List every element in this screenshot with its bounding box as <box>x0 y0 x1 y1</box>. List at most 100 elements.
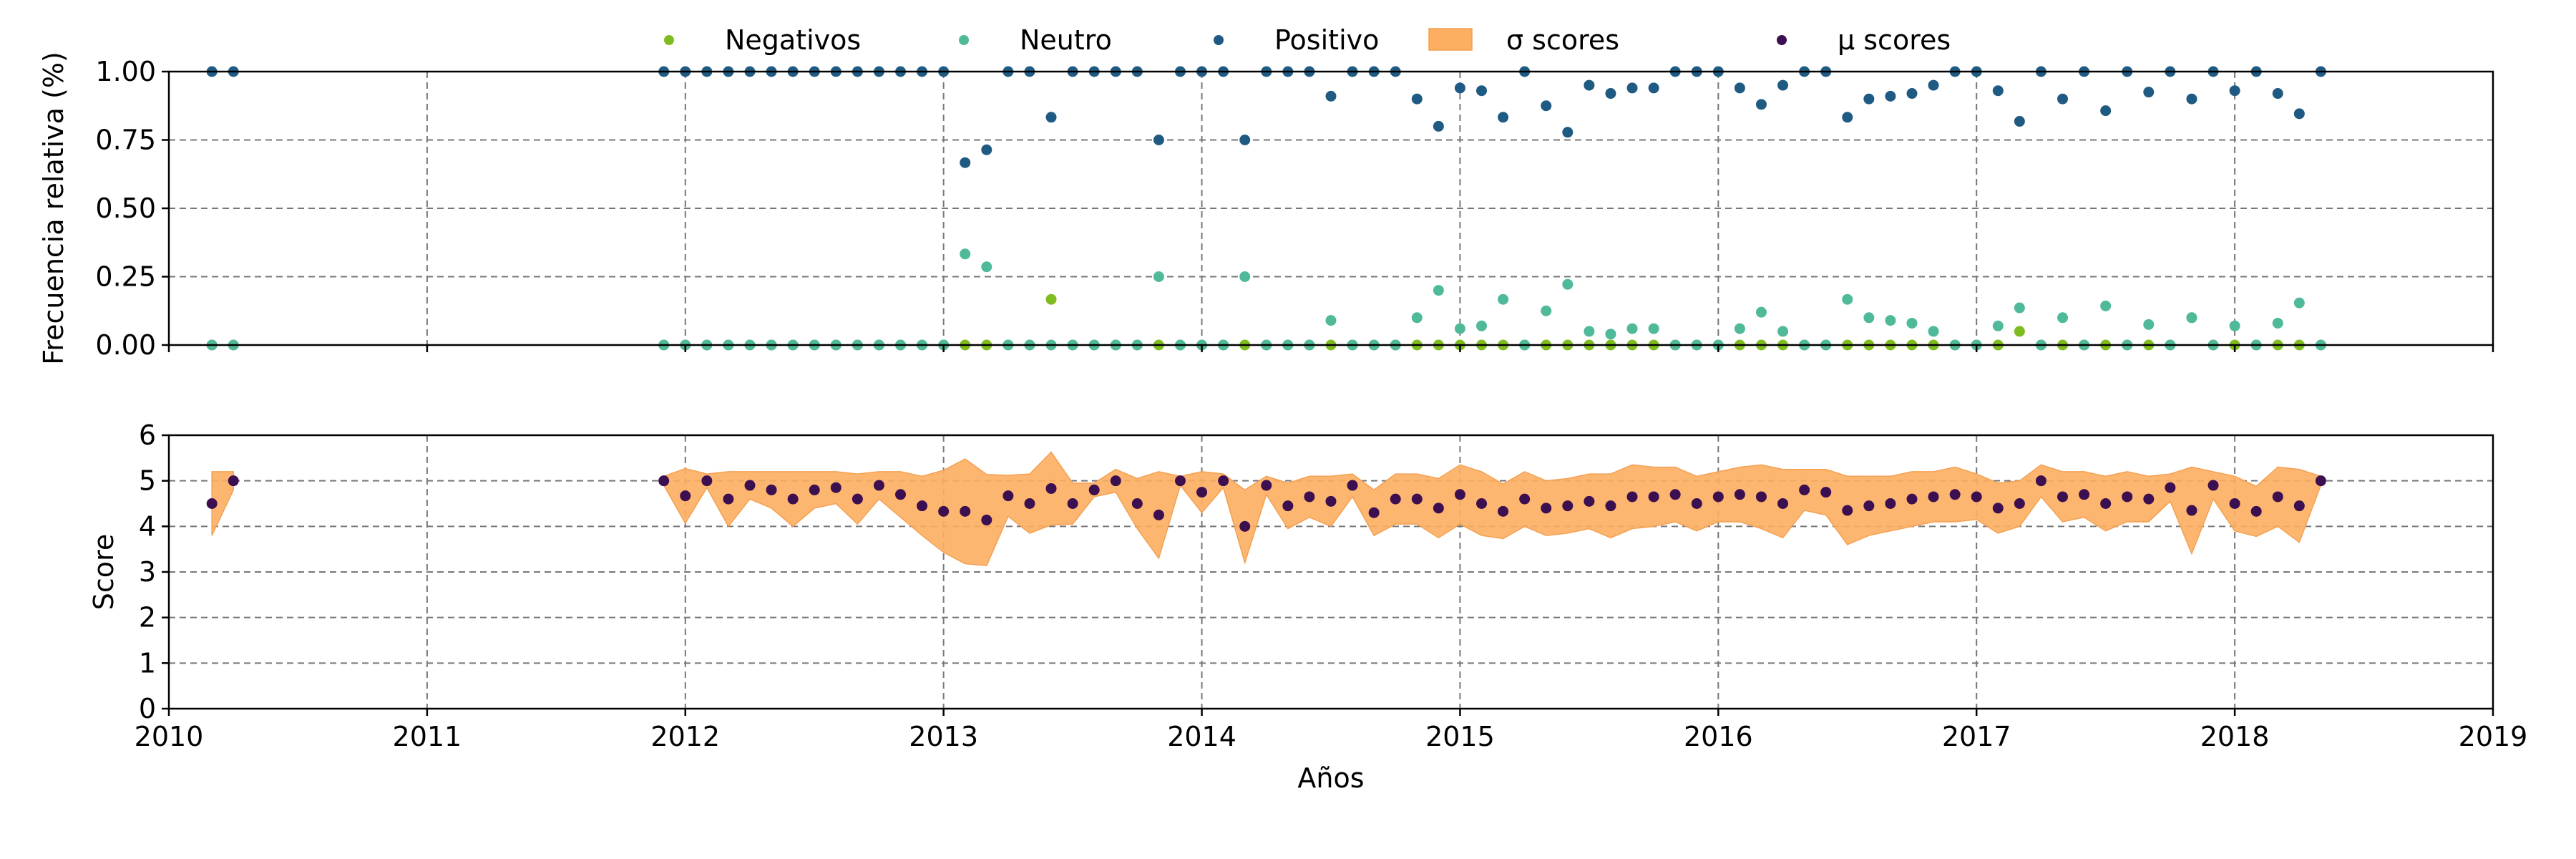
point-positivo <box>1777 79 1789 91</box>
point-neutro <box>1842 293 1853 305</box>
point-mu-score <box>1347 480 1358 491</box>
point-positivo <box>960 157 971 168</box>
point-positivo <box>1411 93 1423 105</box>
point-mu-score <box>1411 493 1423 505</box>
point-neutro <box>1863 312 1875 324</box>
point-mu-score <box>1153 509 1164 520</box>
point-positivo <box>2229 85 2240 97</box>
point-mu-score <box>1002 490 1014 502</box>
bottom-y-tick-label: 0 <box>139 693 156 724</box>
bottom-ticks: 2010 2011 2012 2013 2014 2015 2016 2017 2018 2019… <box>135 419 2528 752</box>
point-positivo <box>1626 82 1638 94</box>
point-mu-score <box>2293 500 2305 512</box>
point-mu-score <box>1239 520 1251 532</box>
point-positivo <box>1562 127 1574 138</box>
point-mu-score <box>1131 498 1143 509</box>
point-positivo <box>2100 105 2112 117</box>
point-neutro <box>1498 293 1509 305</box>
x-tick-label: 2014 <box>1167 721 1236 752</box>
point-mu-score <box>1755 491 1767 503</box>
relative-frequency-panel: 0.00 0.25 0.50 0.75 1.00 Frecuencia relativa… <box>38 52 2494 365</box>
legend-sigma-patch <box>1428 28 1473 51</box>
point-mu-score <box>1906 493 1918 505</box>
point-mu-score <box>1304 491 1315 503</box>
top-y-tick-label: 1.00 <box>95 56 156 87</box>
point-mu-score <box>1282 500 1294 512</box>
point-mu-score <box>1885 498 1896 509</box>
point-mu-score <box>2250 505 2262 517</box>
x-tick-label: 2012 <box>650 721 720 752</box>
point-mu-score <box>1584 495 1595 507</box>
point-mu-score <box>1476 498 1488 509</box>
point-positivo <box>1992 85 2004 97</box>
point-neutro <box>2229 320 2240 331</box>
point-mu-score <box>1024 498 1035 509</box>
point-neutro <box>1626 323 1638 334</box>
point-positivo <box>2272 88 2283 100</box>
x-tick-label: 2019 <box>2459 721 2528 752</box>
point-mu-score <box>1390 493 1401 505</box>
point-mu-score <box>2057 491 2069 503</box>
top-y-tick-label: 0.25 <box>95 261 156 293</box>
point-neutro <box>1584 326 1595 337</box>
point-positivo <box>2057 93 2069 105</box>
point-positivo <box>1498 112 1509 123</box>
point-mu-score <box>1626 491 1638 503</box>
point-neutro <box>1777 326 1789 337</box>
x-tick-label: 2011 <box>393 721 462 752</box>
legend-marker <box>959 35 969 45</box>
bottom-y-tick-label: 3 <box>139 556 156 588</box>
point-positivo <box>1906 88 1918 100</box>
point-mu-score <box>1842 505 1853 516</box>
point-neutro <box>2100 300 2112 311</box>
point-mu-score <box>938 505 950 517</box>
top-ticks: 0.00 0.25 0.50 0.75 1.00 <box>95 56 2494 361</box>
sigma-area <box>211 471 234 536</box>
point-positivo <box>1755 99 1767 110</box>
x-tick-label: 2015 <box>1425 721 1495 752</box>
point-neutro <box>2057 312 2069 324</box>
point-neutro <box>1885 315 1896 326</box>
point-neutro <box>1153 271 1164 282</box>
point-mu-score <box>2079 489 2090 500</box>
legend-marker <box>1777 35 1787 45</box>
point-neutro <box>1605 329 1616 340</box>
point-mu-score <box>1368 507 1380 518</box>
point-mu-score <box>1454 489 1465 500</box>
point-neutro <box>1325 315 1337 326</box>
point-positivo <box>1863 93 1875 105</box>
point-mu-score <box>723 493 734 505</box>
legend-label: μ scores <box>1838 24 1951 56</box>
point-mu-score <box>1863 500 1875 512</box>
point-mu-score <box>228 475 239 487</box>
point-positivo <box>1734 82 1745 94</box>
point-positivo <box>2186 93 2197 105</box>
point-mu-score <box>2165 482 2176 493</box>
legend: Negativos Neutro Positivo σ scores μ scores <box>664 24 1951 56</box>
point-mu-score <box>1498 505 1509 517</box>
point-positivo <box>1584 79 1595 91</box>
point-mu-score <box>1734 489 1745 500</box>
point-positivo <box>2143 87 2155 98</box>
point-neutro <box>981 261 992 273</box>
point-mu-score <box>206 498 218 509</box>
sigma-band <box>211 451 2322 566</box>
x-axis-label: Años <box>1297 762 1364 794</box>
x-tick-label: 2013 <box>909 721 978 752</box>
bottom-y-tick-label: 2 <box>139 602 156 634</box>
bottom-y-tick-label: 1 <box>139 647 156 679</box>
point-neutro <box>1648 323 1659 334</box>
top-gridlines <box>169 72 2493 345</box>
point-positivo <box>1541 100 1552 112</box>
point-mu-score <box>852 493 863 505</box>
point-neutro <box>1541 305 1552 316</box>
point-neutro <box>1411 312 1423 324</box>
point-mu-score <box>2229 498 2240 509</box>
point-mu-score <box>1605 500 1616 512</box>
point-neutro <box>1928 326 1939 337</box>
legend-marker <box>1214 35 1224 45</box>
bottom-y-tick-label: 5 <box>139 465 156 497</box>
point-positivo <box>981 144 992 155</box>
point-mu-score <box>981 514 992 525</box>
legend-label: Neutro <box>1020 24 1112 56</box>
